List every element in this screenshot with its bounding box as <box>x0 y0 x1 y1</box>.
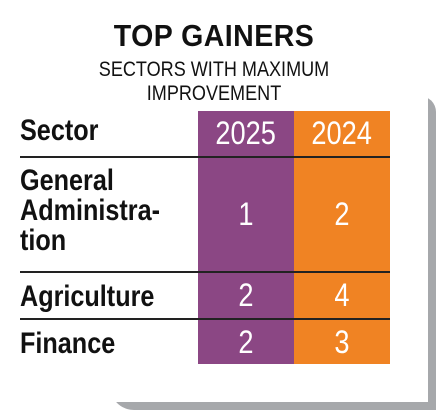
infographic-card: TOP GAINERS SECTORS WITH MAXIMUM IMPROVE… <box>20 18 390 364</box>
row-2-divider <box>20 318 390 320</box>
header-divider <box>20 156 390 158</box>
row-3-sector: Finance <box>20 327 116 360</box>
row-1-value-2025: 1 <box>238 195 254 232</box>
header-2024: 2024 <box>311 115 373 151</box>
header-2025: 2025 <box>215 115 277 151</box>
row-2-sector: Agriculture <box>20 280 155 313</box>
row-3-value-2024: 3 <box>334 323 350 360</box>
row-3-value-2025: 2 <box>238 323 254 360</box>
row-1-value-2024: 2 <box>334 195 350 232</box>
column-2025-background <box>198 111 294 364</box>
row-2-value-2025: 2 <box>238 276 254 313</box>
column-2024-background <box>294 111 390 364</box>
row-1-sector: General Administra- tion <box>20 164 161 257</box>
header-sector: Sector <box>20 114 99 147</box>
row-2-value-2024: 4 <box>334 276 350 313</box>
chart-subtitle: SECTORS WITH MAXIMUM IMPROVEMENT <box>98 58 330 105</box>
chart-title: TOP GAINERS <box>113 18 315 53</box>
row-1-divider <box>20 271 390 273</box>
